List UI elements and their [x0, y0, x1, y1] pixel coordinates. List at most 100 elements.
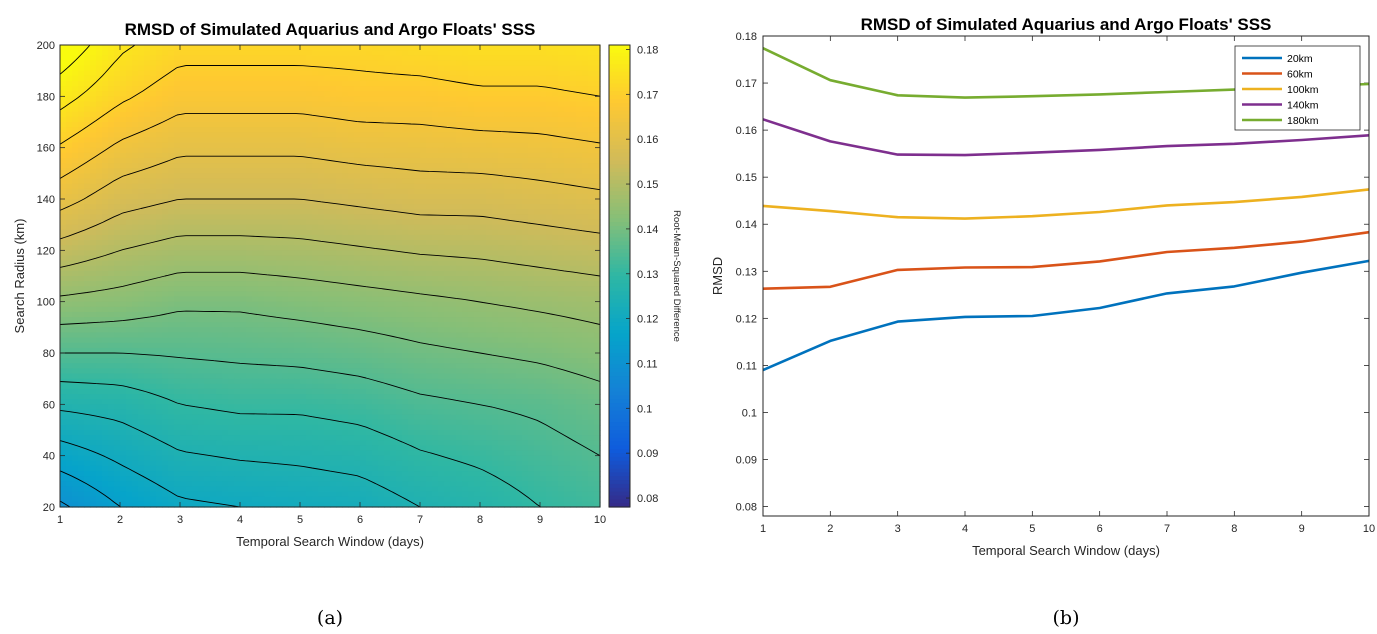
heat-cell: [396, 224, 403, 231]
heat-cell: [396, 65, 403, 72]
heat-cell: [450, 276, 457, 282]
heat-cell: [468, 132, 475, 138]
heat-cell: [396, 152, 403, 159]
heat-cell: [174, 55, 181, 61]
heat-cell: [324, 204, 331, 210]
heat-cell: [66, 168, 73, 174]
heat-cell: [336, 96, 343, 103]
heat-cell: [408, 55, 415, 61]
heat-cell: [96, 157, 103, 164]
heat-cell: [210, 193, 217, 200]
heat-cell: [60, 214, 67, 221]
heat-cell: [564, 306, 571, 313]
heat-cell: [492, 152, 499, 159]
heat-cell: [90, 183, 97, 190]
heat-cell: [336, 322, 343, 328]
heat-cell: [546, 91, 553, 97]
heat-cell: [96, 116, 103, 123]
heat-cell: [126, 111, 133, 118]
heat-cell: [378, 183, 385, 190]
heat-cell: [390, 142, 397, 149]
heat-cell: [126, 50, 133, 56]
heat-cell: [378, 224, 385, 231]
heat-cell: [270, 204, 277, 210]
heat-cell: [330, 137, 337, 144]
heat-cell: [522, 296, 529, 303]
heat-cell: [150, 306, 157, 313]
heat-cell: [510, 163, 517, 169]
heat-cell: [462, 281, 469, 287]
heat-cell: [576, 45, 583, 51]
heat-cell: [192, 250, 199, 257]
heat-cell: [348, 137, 355, 144]
heat-cell: [222, 204, 229, 210]
heat-cell: [66, 137, 73, 144]
heat-cell: [420, 286, 427, 292]
heat-cell: [534, 209, 541, 215]
heat-cell: [348, 265, 355, 272]
heat-cell: [78, 317, 85, 323]
heat-cell: [444, 127, 451, 133]
heat-cell: [582, 142, 589, 149]
heat-cell: [114, 219, 121, 226]
heat-cell: [84, 157, 91, 164]
heat-cell: [318, 260, 325, 267]
heat-cell: [156, 75, 163, 82]
heat-cell: [192, 229, 199, 236]
heat-cell: [180, 163, 187, 169]
heat-cell: [258, 281, 265, 287]
heat-cell: [288, 75, 295, 82]
heat-cell: [204, 60, 211, 67]
heat-cell: [498, 178, 505, 185]
heat-cell: [378, 173, 385, 180]
heat-cell: [528, 229, 535, 236]
heat-cell: [84, 224, 91, 231]
heat-cell: [570, 311, 577, 318]
heat-cell: [420, 86, 427, 92]
heat-cell: [246, 306, 253, 313]
heat-cell: [510, 106, 517, 113]
heat-cell: [384, 122, 391, 128]
heat-cell: [288, 96, 295, 103]
heat-cell: [102, 132, 109, 138]
heat-cell: [156, 260, 163, 267]
heat-cell: [432, 291, 439, 298]
heat-cell: [252, 276, 259, 282]
heat-cell: [420, 281, 427, 287]
heat-cell: [342, 296, 349, 303]
heat-cell: [138, 317, 145, 323]
heat-cell: [270, 234, 277, 241]
heat-cell: [468, 65, 475, 72]
heat-cell: [144, 132, 151, 138]
heat-cell: [294, 80, 301, 87]
heat-cell: [192, 214, 199, 221]
heat-cell: [252, 152, 259, 159]
heat-cell: [144, 142, 151, 149]
heat-cell: [570, 50, 577, 56]
heat-cell: [546, 306, 553, 313]
heat-cell: [108, 50, 115, 56]
heat-cell: [528, 116, 535, 123]
heat-cell: [468, 250, 475, 257]
heat-cell: [576, 306, 583, 313]
heat-cell: [192, 260, 199, 267]
heat-cell: [270, 60, 277, 67]
heat-cell: [462, 188, 469, 195]
heat-cell: [252, 45, 259, 51]
heat-cell: [342, 224, 349, 231]
heat-cell: [96, 286, 103, 292]
heat-cell: [294, 255, 301, 262]
heat-cell: [294, 209, 301, 215]
heat-cell: [132, 224, 139, 231]
heat-cell: [426, 260, 433, 267]
heat-cell: [570, 96, 577, 103]
heat-cell: [288, 214, 295, 221]
heat-cell: [216, 199, 223, 205]
heat-cell: [348, 163, 355, 169]
heat-cell: [174, 317, 181, 323]
heat-cell: [300, 60, 307, 67]
heat-cell: [276, 204, 283, 210]
heat-cell: [282, 122, 289, 128]
heat-cell: [216, 296, 223, 303]
heat-cell: [444, 245, 451, 251]
